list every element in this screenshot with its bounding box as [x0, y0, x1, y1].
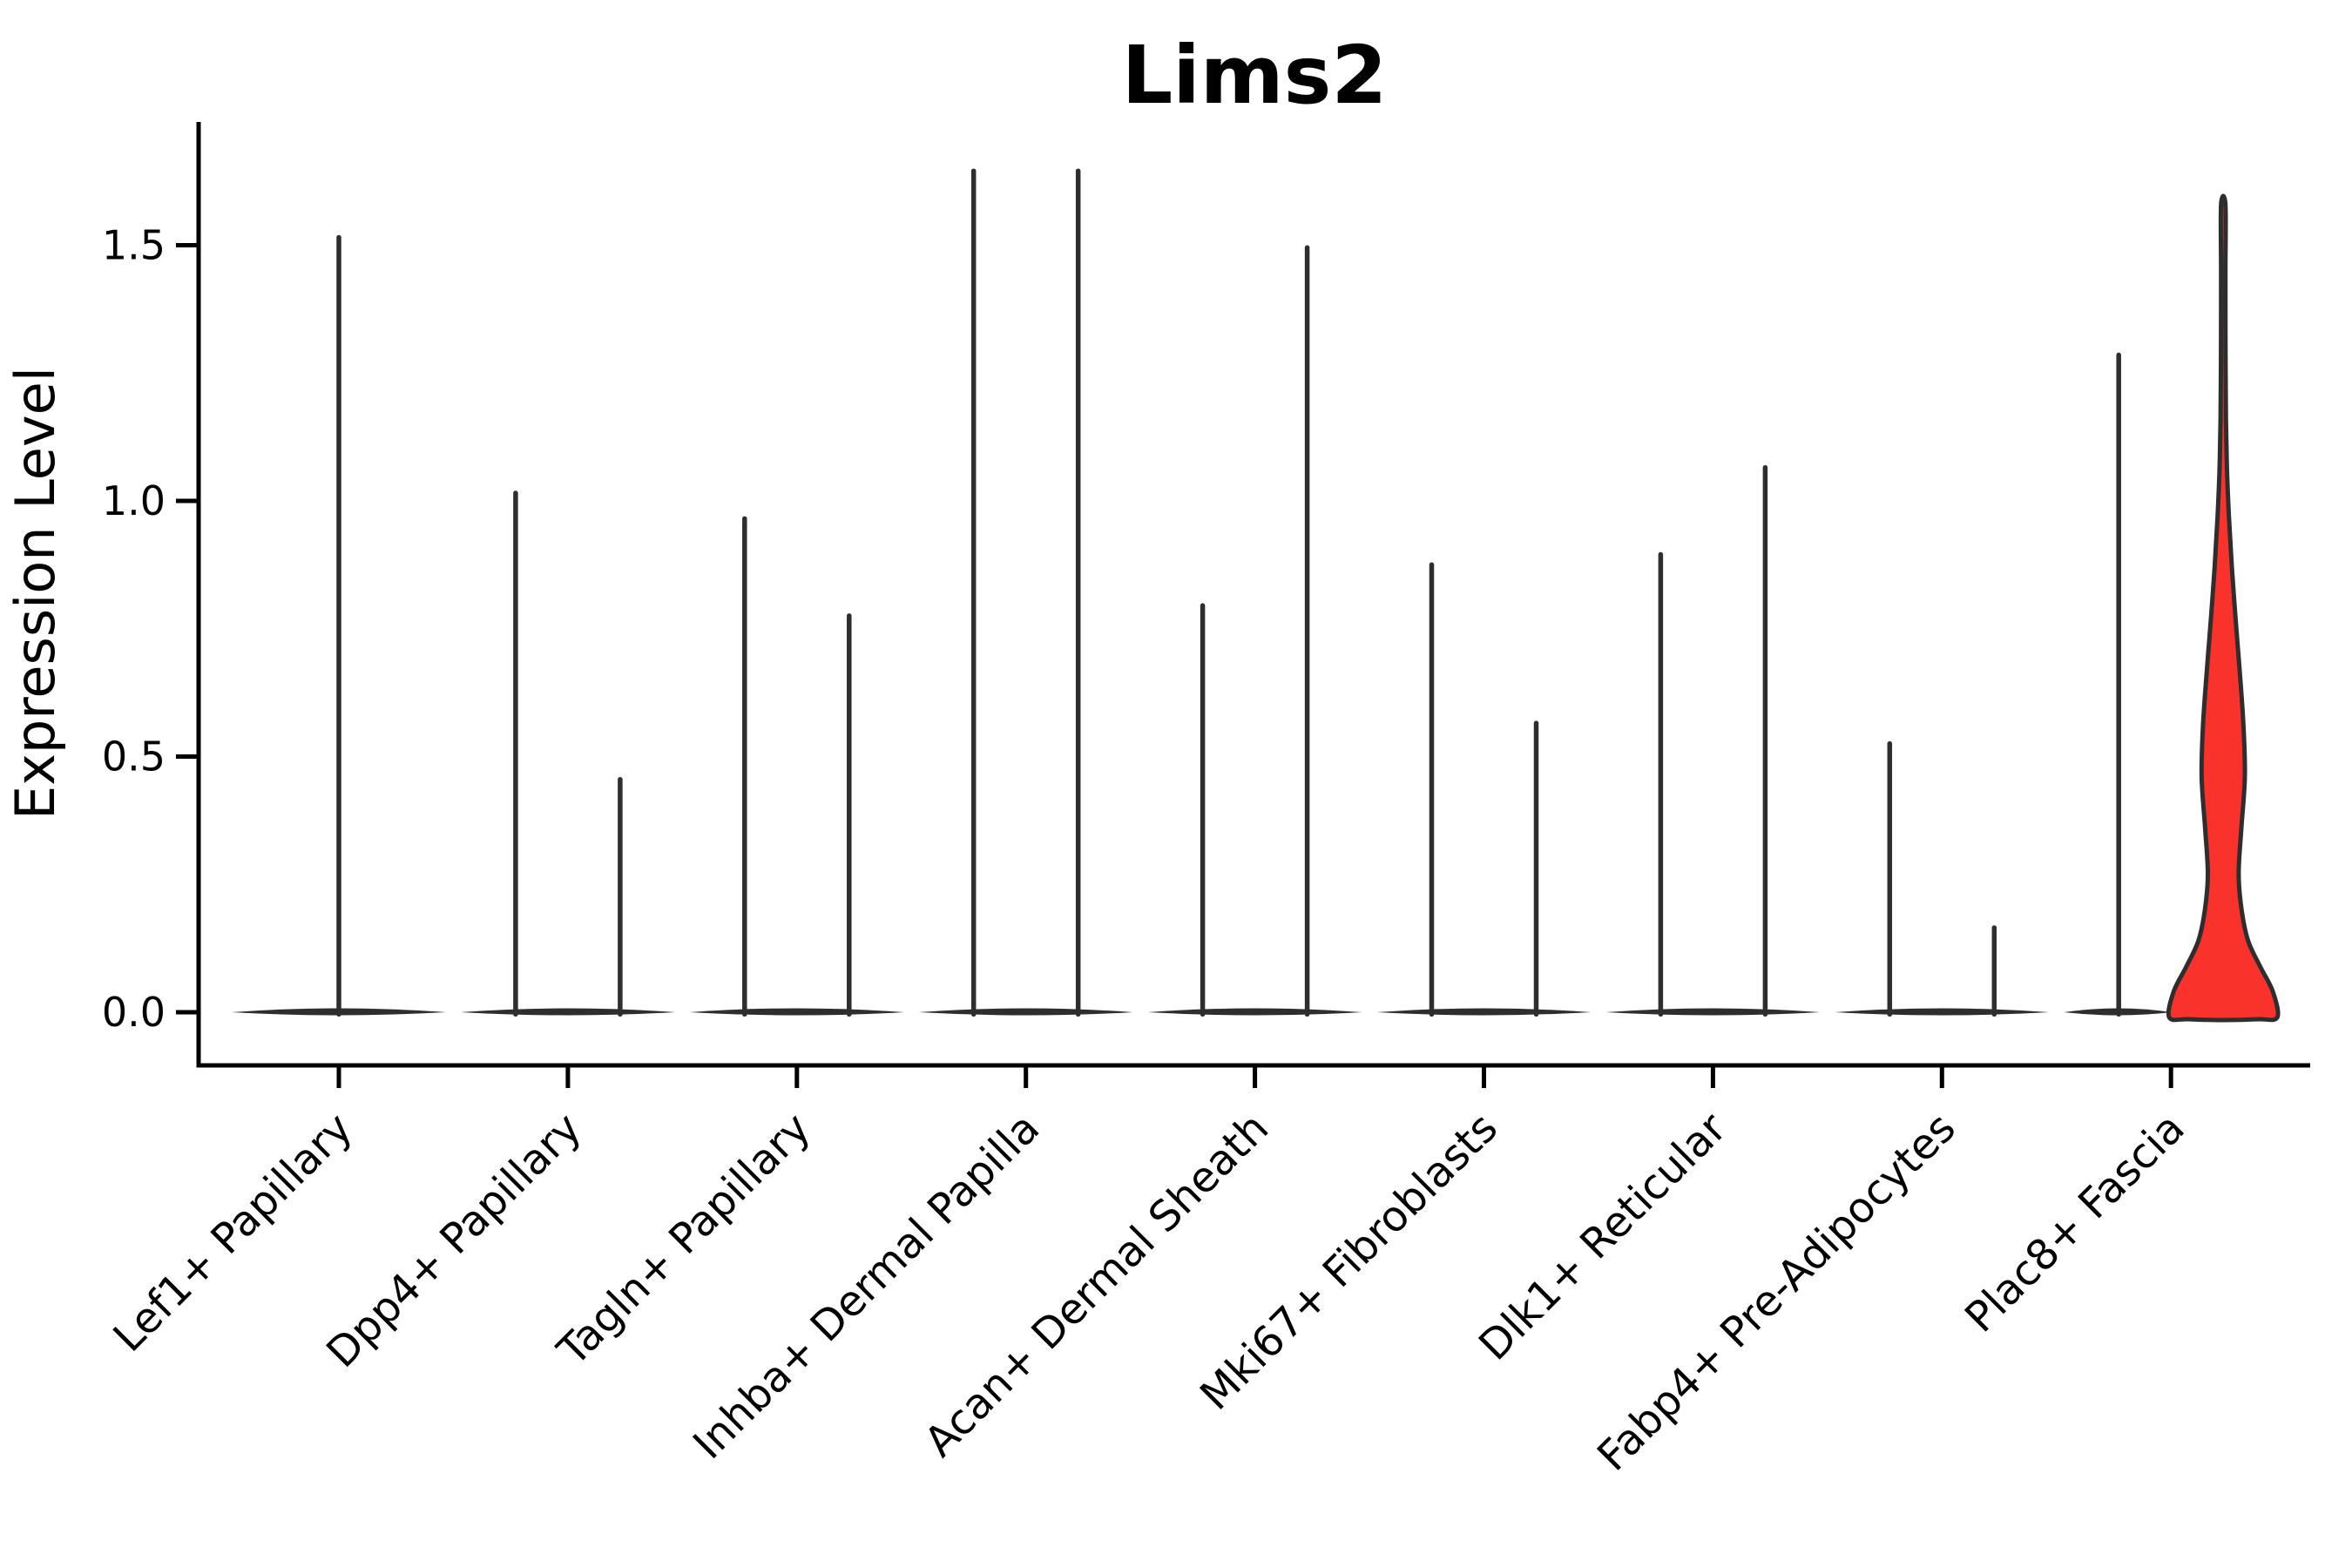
baseline-lens-mki67-fibroblasts — [1376, 1008, 1592, 1016]
chart-title: Lims2 — [1122, 29, 1388, 122]
x-tick-label-dlk1-reticular: Dlk1+ Reticular — [1470, 1104, 1736, 1370]
violin-spike-fabp4-pre-adipocytes-left — [1887, 740, 1893, 1017]
baseline-lens-inhba-dermal-papilla — [918, 1008, 1133, 1016]
baseline-lens-dlk1-reticular — [1605, 1008, 1821, 1016]
baseline-lens-fabp4-pre-adipocytes — [1835, 1008, 2050, 1016]
violin-spike-mki67-fibroblasts-left — [1429, 562, 1435, 1017]
violin-spike-plac8-fascia-left — [2116, 352, 2121, 1017]
x-tick-label-lef1-papillary: Lef1+ Papillary — [105, 1104, 362, 1362]
violin-density-plac8-fascia-right — [2166, 193, 2281, 1023]
y-tick-label-0.5: 0.5 — [102, 733, 166, 781]
violin-spike-acan-dermal-sheath-left — [1200, 603, 1206, 1017]
violins-group — [232, 168, 2281, 1023]
violin-spike-dlk1-reticular-right — [1762, 464, 1768, 1017]
y-axis-title: Expression Level — [3, 367, 67, 820]
x-tick-label-plac8-fascia: Plac8+ Fascia — [1956, 1104, 2194, 1342]
violin-spike-mki67-fibroblasts-right — [1533, 720, 1539, 1017]
y-tick-label-1.5: 1.5 — [102, 222, 166, 269]
violin-spike-fabp4-pre-adipocytes-right — [1991, 925, 1997, 1017]
violin-spike-tagln-papillary-right — [847, 613, 852, 1017]
y-tick-label-1.0: 1.0 — [102, 477, 166, 524]
baseline-lens-acan-dermal-sheath — [1147, 1008, 1362, 1016]
x-tick-label-dpp4-papillary: Dpp4+ Papillary — [317, 1104, 591, 1377]
violin-spike-tagln-papillary-left — [742, 516, 747, 1017]
violin-spike-inhba-dermal-papilla-right — [1075, 168, 1081, 1017]
violin-spike-inhba-dermal-papilla-left — [970, 168, 977, 1017]
violin-spike-dlk1-reticular-left — [1658, 551, 1664, 1017]
violin-spike-dpp4-papillary-left — [513, 490, 518, 1017]
baseline-lens-tagln-papillary — [689, 1008, 904, 1016]
y-tick-label-0.0: 0.0 — [102, 989, 166, 1036]
violin-spike-lef1-papillary-center — [336, 234, 341, 1017]
x-tick-label-tagln-papillary: Tagln+ Papillary — [548, 1104, 820, 1375]
violin-spike-acan-dermal-sheath-right — [1304, 245, 1310, 1017]
violin-spike-dpp4-papillary-right — [618, 776, 623, 1017]
baseline-lens-dpp4-papillary — [460, 1008, 675, 1016]
